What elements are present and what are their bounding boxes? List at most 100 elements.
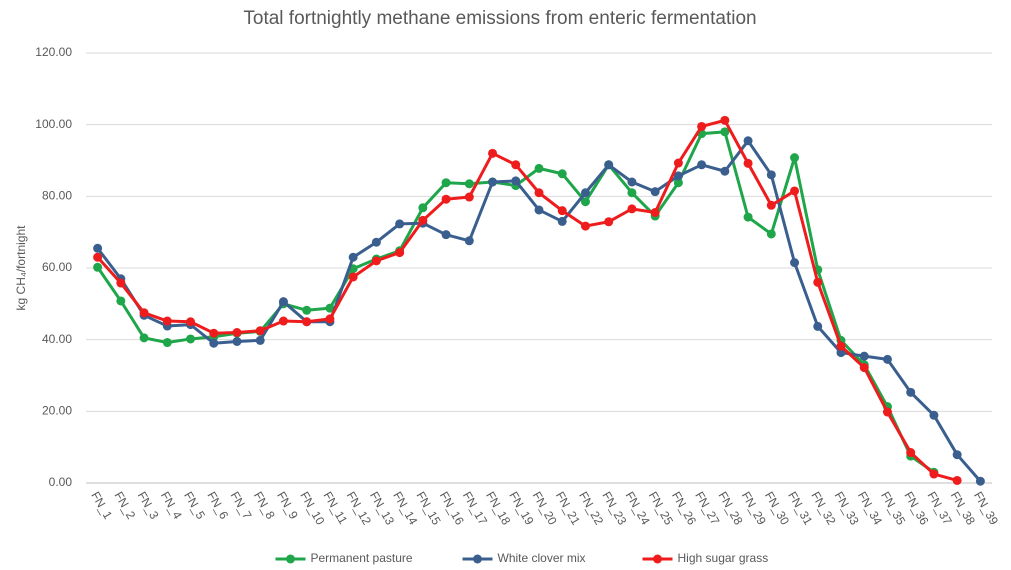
data-point <box>580 188 590 198</box>
data-point <box>557 216 567 226</box>
data-point <box>627 177 637 187</box>
chart-title: Total fortnightly methane emissions from… <box>243 8 756 29</box>
data-point <box>557 206 567 216</box>
data-point <box>441 178 451 188</box>
data-point <box>255 335 265 345</box>
data-point <box>882 354 892 364</box>
data-point <box>441 230 451 240</box>
x-tick-label: FN_4 <box>158 489 185 522</box>
data-point <box>766 229 776 239</box>
data-point <box>441 194 451 204</box>
data-point <box>209 328 219 338</box>
data-point <box>139 308 149 318</box>
x-tick-label: FN_6 <box>204 489 231 522</box>
data-point <box>464 179 474 189</box>
y-tick-label: 0.00 <box>49 475 73 489</box>
data-point <box>627 204 637 214</box>
data-point <box>418 215 428 225</box>
data-point <box>162 338 172 348</box>
data-point <box>813 277 823 287</box>
data-point <box>604 217 614 227</box>
data-point <box>673 178 683 188</box>
y-axis-label: kg CH₄/fortnight <box>14 225 28 311</box>
data-point <box>232 336 242 346</box>
data-point <box>464 192 474 202</box>
data-point <box>720 127 730 137</box>
data-point <box>929 469 939 479</box>
legend-marker <box>286 554 295 564</box>
data-point <box>186 334 196 344</box>
data-point <box>255 326 265 336</box>
data-point <box>371 256 381 266</box>
data-point <box>580 197 590 207</box>
data-point <box>302 317 312 327</box>
data-point <box>859 351 869 361</box>
data-point <box>650 187 660 197</box>
data-point <box>302 305 312 315</box>
data-point <box>162 316 172 326</box>
data-point <box>534 163 544 173</box>
data-point <box>604 160 614 170</box>
data-point <box>952 475 962 485</box>
data-point <box>511 160 521 170</box>
data-point <box>836 341 846 351</box>
legend-marker <box>653 554 662 564</box>
data-point <box>395 248 405 258</box>
x-tick-label: FN_8 <box>251 489 278 522</box>
x-tick-label: FN_5 <box>181 489 208 522</box>
data-point <box>464 236 474 246</box>
data-point <box>952 450 962 460</box>
data-point <box>116 296 126 306</box>
data-point <box>534 205 544 215</box>
data-point <box>139 333 149 343</box>
data-point <box>580 221 590 231</box>
legend-label: High sugar grass <box>678 551 769 565</box>
data-point <box>418 203 428 213</box>
data-point <box>743 212 753 222</box>
data-point <box>790 186 800 196</box>
data-point <box>743 136 753 146</box>
data-point <box>395 219 405 229</box>
data-point <box>813 321 823 331</box>
legend-label: Permanent pasture <box>311 551 413 565</box>
data-point <box>232 328 242 337</box>
data-point <box>93 262 103 272</box>
y-tick-label: 120.00 <box>35 45 72 59</box>
data-point <box>720 115 730 125</box>
data-point <box>929 410 939 420</box>
x-tick-label: FN_2 <box>112 489 139 522</box>
data-point <box>627 188 637 198</box>
data-point <box>325 314 335 324</box>
data-point <box>511 176 521 186</box>
legend-marker <box>473 554 482 564</box>
legend-label: White clover mix <box>498 551 586 565</box>
data-point <box>859 363 869 373</box>
data-point <box>720 166 730 176</box>
data-point <box>790 153 800 163</box>
y-tick-label: 20.00 <box>42 404 72 418</box>
data-point <box>836 348 846 358</box>
data-point <box>186 317 196 327</box>
data-point <box>882 407 892 417</box>
data-point <box>743 158 753 168</box>
data-point <box>906 448 916 458</box>
data-point <box>93 243 103 253</box>
data-point <box>278 316 288 326</box>
data-point <box>790 258 800 268</box>
data-point <box>116 278 126 288</box>
data-point <box>488 148 498 158</box>
data-point <box>906 387 916 397</box>
data-point <box>697 121 707 131</box>
data-point <box>697 160 707 170</box>
data-point <box>209 338 219 348</box>
data-point <box>278 297 288 307</box>
y-tick-label: 40.00 <box>42 332 72 346</box>
data-point <box>975 476 985 486</box>
data-point <box>650 207 660 217</box>
data-point <box>371 237 381 247</box>
data-point <box>557 169 567 179</box>
data-point <box>348 252 358 262</box>
x-tick-label: FN_39 <box>971 489 1001 527</box>
data-point <box>766 200 776 210</box>
